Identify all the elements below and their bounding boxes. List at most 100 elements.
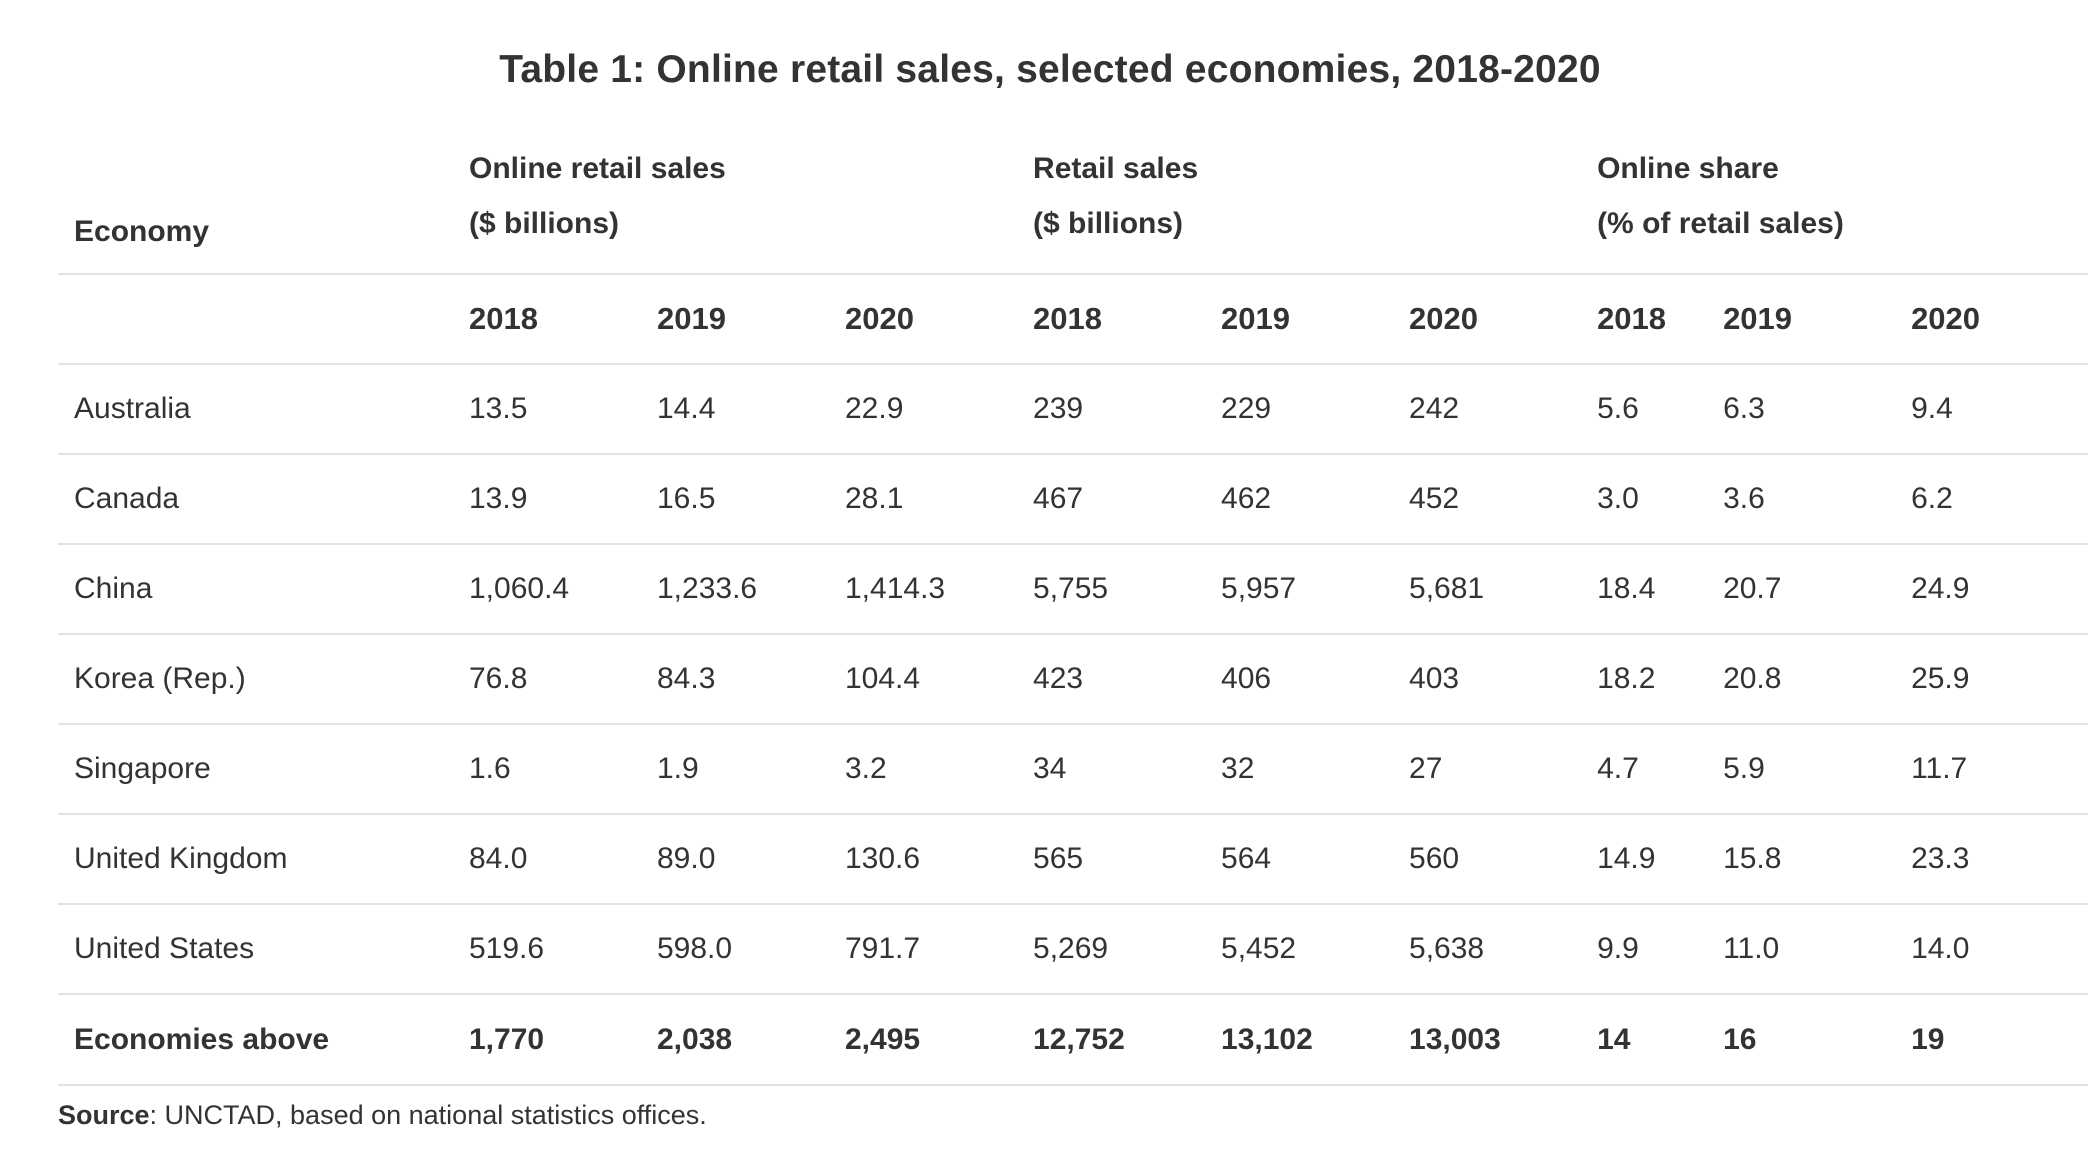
economy-cell: United States (58, 904, 453, 995)
economy-header: Economy (58, 118, 453, 275)
value-cell: 84.0 (453, 814, 641, 905)
table-row: Australia 13.5 14.4 22.9 239 229 242 5.6… (58, 364, 2089, 455)
group-header-row: Economy Online retail sales ($ billions)… (58, 118, 2089, 275)
value-cell: 5,269 (1017, 904, 1206, 995)
value-cell: 462 (1205, 454, 1394, 545)
value-cell: 565 (1017, 814, 1206, 905)
value-cell: 11.7 (1895, 724, 2089, 815)
group-header-line2: ($ billions) (1033, 206, 1184, 240)
group-header-retail-sales: Retail sales ($ billions) (1017, 118, 1582, 275)
total-value-cell: 12,752 (1017, 994, 1206, 1086)
value-cell: 1,060.4 (453, 544, 641, 635)
value-cell: 3.6 (1707, 454, 1896, 545)
value-cell: 5.9 (1707, 724, 1896, 815)
value-cell: 13.9 (453, 454, 641, 545)
value-cell: 4.7 (1581, 724, 1708, 815)
total-value-cell: 16 (1707, 994, 1896, 1086)
total-value-cell: 13,003 (1393, 994, 1582, 1086)
value-cell: 25.9 (1895, 634, 2089, 725)
value-cell: 5,638 (1393, 904, 1582, 995)
year-header: 2018 (1017, 274, 1206, 365)
value-cell: 239 (1017, 364, 1206, 455)
total-value-cell: 13,102 (1205, 994, 1394, 1086)
total-value-cell: 19 (1895, 994, 2089, 1086)
value-cell: 14.0 (1895, 904, 2089, 995)
value-cell: 76.8 (453, 634, 641, 725)
value-cell: 18.2 (1581, 634, 1708, 725)
value-cell: 564 (1205, 814, 1394, 905)
value-cell: 560 (1393, 814, 1582, 905)
value-cell: 20.7 (1707, 544, 1896, 635)
value-cell: 84.3 (641, 634, 829, 725)
group-header-line1: Online share (1597, 151, 1779, 185)
economy-cell: China (58, 544, 453, 635)
value-cell: 16.5 (641, 454, 829, 545)
value-cell: 1,414.3 (829, 544, 1018, 635)
value-cell: 15.8 (1707, 814, 1896, 905)
group-header-line1: Retail sales (1033, 151, 1199, 185)
value-cell: 1.9 (641, 724, 829, 815)
value-cell: 5,681 (1393, 544, 1582, 635)
value-cell: 452 (1393, 454, 1582, 545)
year-header-blank (58, 274, 453, 365)
value-cell: 9.4 (1895, 364, 2089, 455)
year-header: 2019 (1707, 274, 1896, 365)
year-header: 2020 (829, 274, 1018, 365)
table-row: United States 519.6 598.0 791.7 5,269 5,… (58, 904, 2089, 995)
total-row: Economies above 1,770 2,038 2,495 12,752… (58, 994, 2089, 1086)
value-cell: 5,957 (1205, 544, 1394, 635)
value-cell: 24.9 (1895, 544, 2089, 635)
value-cell: 791.7 (829, 904, 1018, 995)
table-row: Canada 13.9 16.5 28.1 467 462 452 3.0 3.… (58, 454, 2089, 545)
value-cell: 130.6 (829, 814, 1018, 905)
year-header: 2020 (1895, 274, 2089, 365)
value-cell: 229 (1205, 364, 1394, 455)
source-note: Source: UNCTAD, based on national statis… (58, 1100, 707, 1131)
economy-cell: Korea (Rep.) (58, 634, 453, 725)
value-cell: 89.0 (641, 814, 829, 905)
economy-cell: Singapore (58, 724, 453, 815)
value-cell: 18.4 (1581, 544, 1708, 635)
value-cell: 6.2 (1895, 454, 2089, 545)
value-cell: 5,755 (1017, 544, 1206, 635)
value-cell: 32 (1205, 724, 1394, 815)
table-title: Table 1: Online retail sales, selected e… (499, 48, 1601, 91)
group-header-online-retail-sales: Online retail sales ($ billions) (453, 118, 1018, 275)
group-header-online-share: Online share (% of retail sales) (1581, 118, 2089, 275)
value-cell: 14.9 (1581, 814, 1708, 905)
table-row: China 1,060.4 1,233.6 1,414.3 5,755 5,95… (58, 544, 2089, 635)
value-cell: 423 (1017, 634, 1206, 725)
value-cell: 11.0 (1707, 904, 1896, 995)
total-value-cell: 1,770 (453, 994, 641, 1086)
value-cell: 23.3 (1895, 814, 2089, 905)
value-cell: 20.8 (1707, 634, 1896, 725)
value-cell: 1.6 (453, 724, 641, 815)
value-cell: 5.6 (1581, 364, 1708, 455)
value-cell: 28.1 (829, 454, 1018, 545)
total-value-cell: 14 (1581, 994, 1708, 1086)
value-cell: 519.6 (453, 904, 641, 995)
group-header-line2: ($ billions) (469, 206, 619, 240)
year-header: 2019 (641, 274, 829, 365)
year-header: 2019 (1205, 274, 1394, 365)
value-cell: 27 (1393, 724, 1582, 815)
economy-cell: Australia (58, 364, 453, 455)
value-cell: 403 (1393, 634, 1582, 725)
value-cell: 5,452 (1205, 904, 1394, 995)
economy-header-label: Economy (74, 215, 210, 248)
value-cell: 6.3 (1707, 364, 1896, 455)
source-label: Source (58, 1100, 150, 1130)
table-row: Singapore 1.6 1.9 3.2 34 32 27 4.7 5.9 1… (58, 724, 2089, 815)
year-header-row: 2018 2019 2020 2018 2019 2020 2018 2019 … (58, 274, 2089, 365)
year-header: 2020 (1393, 274, 1582, 365)
value-cell: 598.0 (641, 904, 829, 995)
value-cell: 14.4 (641, 364, 829, 455)
value-cell: 34 (1017, 724, 1206, 815)
value-cell: 467 (1017, 454, 1206, 545)
total-value-cell: 2,495 (829, 994, 1018, 1086)
year-header: 2018 (453, 274, 641, 365)
economy-cell: Canada (58, 454, 453, 545)
value-cell: 3.2 (829, 724, 1018, 815)
value-cell: 104.4 (829, 634, 1018, 725)
year-header: 2018 (1581, 274, 1708, 365)
